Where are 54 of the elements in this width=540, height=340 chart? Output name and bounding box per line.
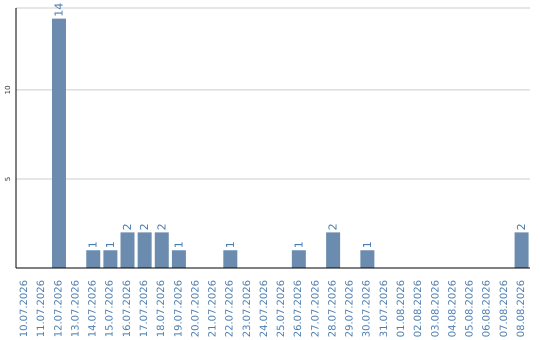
bar [52,18,66,268]
x-tick-label: 25.07.2026 [276,280,288,338]
bar [103,250,118,268]
x-tick-label: 11.07.2026 [36,280,48,338]
data-label: 2 [326,223,340,230]
x-tick-label: 06.08.2026 [482,280,493,338]
x-tick-label: 29.07.2026 [344,280,356,338]
x-tick-label: 15.07.2026 [104,280,116,338]
bar [154,232,169,268]
x-tick-label: 31.07.2026 [378,280,390,338]
data-label: 1 [360,241,374,248]
x-tick-label: 03.08.2026 [430,280,442,338]
bar [292,250,306,268]
data-label: 2 [138,223,152,230]
x-tick-label: 22.07.2026 [224,280,236,338]
data-label: 1 [224,241,237,248]
x-tick-label: 08.08.2026 [516,280,527,338]
x-tick-label: 04.08.2026 [447,280,458,338]
x-tick-label: 19.07.2026 [173,280,184,338]
x-tick-label: 18.07.2026 [156,280,168,338]
data-label: 2 [121,223,134,230]
bar [326,232,340,268]
x-tick-label: 07.08.2026 [498,280,510,338]
bar [514,232,529,268]
bar [120,232,135,268]
data-label: 14 [52,2,66,17]
x-tick-label: 28.07.2026 [327,280,338,338]
x-tick-label: 21.07.2026 [208,280,219,338]
x-tick-label: 30.07.2026 [362,280,373,338]
data-label: 1 [86,241,100,248]
x-tick-label: 10.07.2026 [19,280,30,338]
x-tick-label: 17.07.2026 [139,280,150,338]
x-tick-label: 14.07.2026 [88,280,99,338]
x-tick-label: 13.07.2026 [70,280,82,338]
x-tick-label: 26.07.2026 [293,280,304,338]
x-tick-label: 12.07.2026 [53,280,64,338]
bar [138,232,152,268]
x-tick-label: 16.07.2026 [122,280,133,338]
bar [172,250,186,268]
x-tick-label: 27.07.2026 [310,280,322,338]
bar [360,250,374,268]
bar [86,250,100,268]
data-label: 1 [172,241,186,248]
x-tick-label: 20.07.2026 [190,280,202,338]
x-tick-label: 24.07.2026 [258,280,270,338]
data-label: 1 [104,241,117,248]
x-tick-label: 05.08.2026 [464,280,476,338]
data-label: 2 [155,223,168,230]
data-label: 1 [292,241,306,248]
x-tick-label: 01.08.2026 [396,280,407,338]
bar [223,250,238,268]
data-label: 2 [515,223,528,230]
x-tick-label: 02.08.2026 [413,280,424,338]
x-tick-label: 23.07.2026 [242,280,253,338]
